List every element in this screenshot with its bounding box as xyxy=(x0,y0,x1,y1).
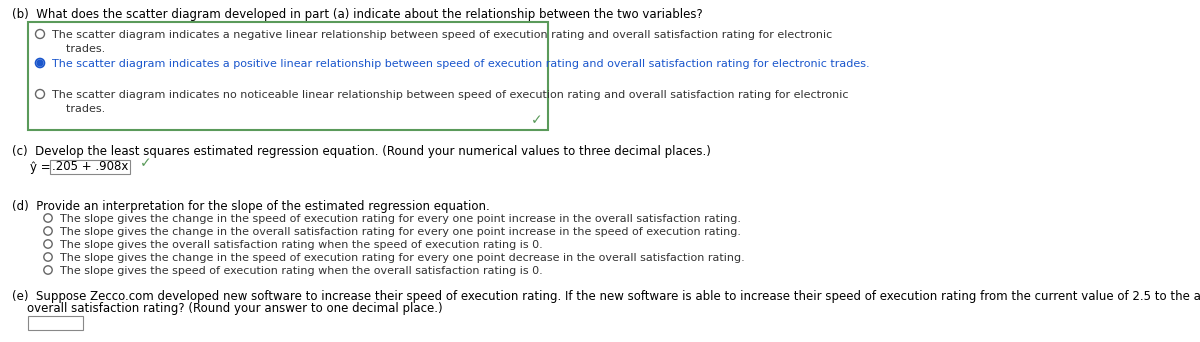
Text: (b)  What does the scatter diagram developed in part (a) indicate about the rela: (b) What does the scatter diagram develo… xyxy=(12,8,703,21)
FancyBboxPatch shape xyxy=(28,22,548,130)
Text: (e)  Suppose Zecco.com developed new software to increase their speed of executi: (e) Suppose Zecco.com developed new soft… xyxy=(12,290,1200,303)
Text: .205 + .908x: .205 + .908x xyxy=(52,160,128,173)
Text: The slope gives the speed of execution rating when the overall satisfaction rati: The slope gives the speed of execution r… xyxy=(60,266,542,276)
Text: overall satisfaction rating? (Round your answer to one decimal place.): overall satisfaction rating? (Round your… xyxy=(12,302,443,315)
Circle shape xyxy=(37,60,43,66)
FancyBboxPatch shape xyxy=(28,316,83,330)
Text: The scatter diagram indicates a negative linear relationship between speed of ex: The scatter diagram indicates a negative… xyxy=(52,30,833,54)
Text: The slope gives the change in the overall satisfaction rating for every one poin: The slope gives the change in the overal… xyxy=(60,227,742,237)
Text: ✓: ✓ xyxy=(140,156,151,170)
Text: The slope gives the overall satisfaction rating when the speed of execution rati: The slope gives the overall satisfaction… xyxy=(60,240,542,250)
Text: ✓: ✓ xyxy=(532,113,542,127)
Text: (d)  Provide an interpretation for the slope of the estimated regression equatio: (d) Provide an interpretation for the sl… xyxy=(12,200,490,213)
FancyBboxPatch shape xyxy=(50,160,130,174)
Text: ŷ =: ŷ = xyxy=(30,161,54,174)
Text: The scatter diagram indicates a positive linear relationship between speed of ex: The scatter diagram indicates a positive… xyxy=(52,59,870,69)
Text: The scatter diagram indicates no noticeable linear relationship between speed of: The scatter diagram indicates no noticea… xyxy=(52,90,848,114)
Text: (c)  Develop the least squares estimated regression equation. (Round your numeri: (c) Develop the least squares estimated … xyxy=(12,145,710,158)
Text: The slope gives the change in the speed of execution rating for every one point : The slope gives the change in the speed … xyxy=(60,214,742,224)
Text: The slope gives the change in the speed of execution rating for every one point : The slope gives the change in the speed … xyxy=(60,253,745,263)
